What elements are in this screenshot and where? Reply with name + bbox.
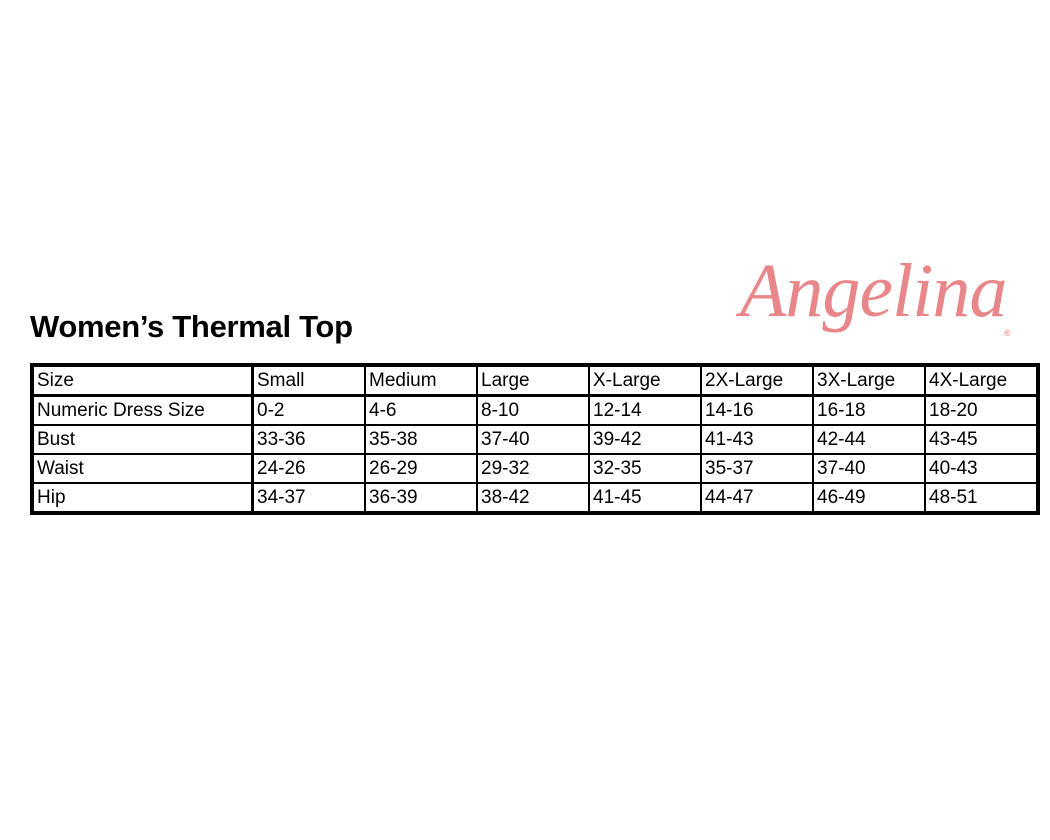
table-cell: 14-16 bbox=[700, 394, 814, 426]
table-header-row: Size Small Medium Large X-Large 2X-Large 3X-La… bbox=[31, 364, 1039, 397]
table-cell: 16-18 bbox=[812, 394, 926, 426]
table-cell: 40-43 bbox=[924, 453, 1039, 484]
table-cell: 26-29 bbox=[364, 453, 478, 484]
table-cell: 0-2 bbox=[251, 394, 366, 426]
table-cell: 12-14 bbox=[588, 394, 702, 426]
table-row: Waist 24-26 26-29 29-32 32-35 35-37 37-40 40-43 bbox=[31, 453, 1039, 484]
table-cell: 44-47 bbox=[700, 482, 814, 514]
table-row: Hip 34-37 36-39 38-42 41-45 44-47 46-49 48-51 bbox=[31, 482, 1039, 514]
column-header: Size bbox=[31, 364, 254, 397]
table-cell: 43-45 bbox=[924, 424, 1039, 455]
table-cell: 32-35 bbox=[588, 453, 702, 484]
table-cell: 41-45 bbox=[588, 482, 702, 514]
table-cell: 46-49 bbox=[812, 482, 926, 514]
table-cell: 24-26 bbox=[251, 453, 366, 484]
row-label: Bust bbox=[31, 424, 254, 455]
table-cell: 35-37 bbox=[700, 453, 814, 484]
table-row: Numeric Dress Size 0-2 4-6 8-10 12-14 14-16 16… bbox=[31, 394, 1039, 426]
table-cell: 18-20 bbox=[924, 394, 1039, 426]
table-cell: 39-42 bbox=[588, 424, 702, 455]
table-cell: 37-40 bbox=[812, 453, 926, 484]
table-row: Bust 33-36 35-38 37-40 39-42 41-43 42-44 43-45 bbox=[31, 424, 1039, 455]
table-cell: 48-51 bbox=[924, 482, 1039, 514]
column-header: X-Large bbox=[588, 364, 702, 397]
table-cell: 38-42 bbox=[476, 482, 590, 514]
column-header: Small bbox=[251, 364, 366, 397]
row-label: Hip bbox=[31, 482, 254, 514]
table-cell: 29-32 bbox=[476, 453, 590, 484]
column-header: Medium bbox=[364, 364, 478, 397]
column-header: 3X-Large bbox=[812, 364, 926, 397]
table-cell: 35-38 bbox=[364, 424, 478, 455]
table-cell: 42-44 bbox=[812, 424, 926, 455]
angelina-logo: Angelina ® bbox=[740, 248, 1025, 358]
column-header: 4X-Large bbox=[924, 364, 1039, 397]
table-cell: 8-10 bbox=[476, 394, 590, 426]
column-header: Large bbox=[476, 364, 590, 397]
page-title: Women’s Thermal Top bbox=[30, 309, 353, 344]
row-label: Numeric Dress Size bbox=[31, 394, 254, 426]
table-cell: 41-43 bbox=[700, 424, 814, 455]
row-label: Waist bbox=[31, 453, 254, 484]
table-cell: 36-39 bbox=[364, 482, 478, 514]
table-cell: 34-37 bbox=[251, 482, 366, 514]
column-header: 2X-Large bbox=[700, 364, 814, 397]
table-cell: 37-40 bbox=[476, 424, 590, 455]
table-cell: 33-36 bbox=[251, 424, 366, 455]
registered-mark: ® bbox=[1004, 328, 1011, 338]
logo-wordmark: Angelina bbox=[740, 249, 1007, 333]
table-cell: 4-6 bbox=[364, 394, 478, 426]
size-chart-table: Size Small Medium Large X-Large 2X-Large 3X-La… bbox=[30, 363, 1040, 515]
